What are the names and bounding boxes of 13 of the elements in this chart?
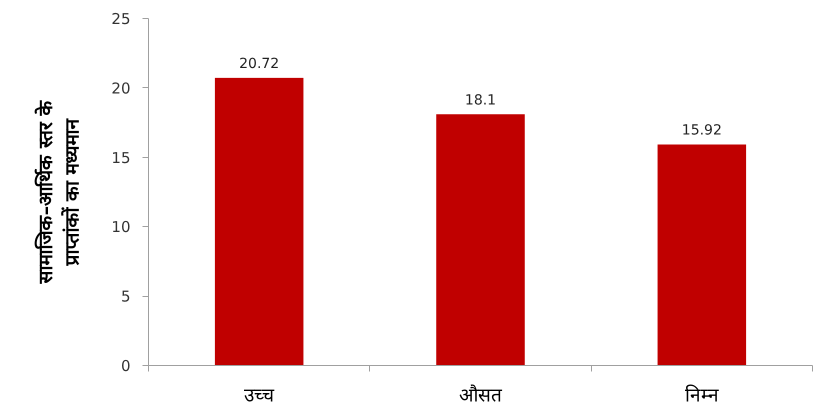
x-tick-label: उच्च [244,386,276,406]
y-tick-label: 10 [111,218,131,236]
y-tick-label: 5 [120,288,131,306]
x-tick-label: औसत [459,384,503,406]
y-tick-label: 15 [111,148,131,167]
y-tick-label: 25 [111,10,131,28]
y-axis-title: सामाजिक–आर्थिक स्तर के प्राप्तांकों का मध्यमान [34,100,84,284]
data-label: 20.72 [239,56,280,72]
x-tick-label: निम्न [684,384,719,406]
data-label: 18.1 [464,92,496,108]
y-tick-label: 0 [120,357,131,375]
y-tick-label: 20 [111,79,131,98]
data-label: 15.92 [682,122,722,139]
